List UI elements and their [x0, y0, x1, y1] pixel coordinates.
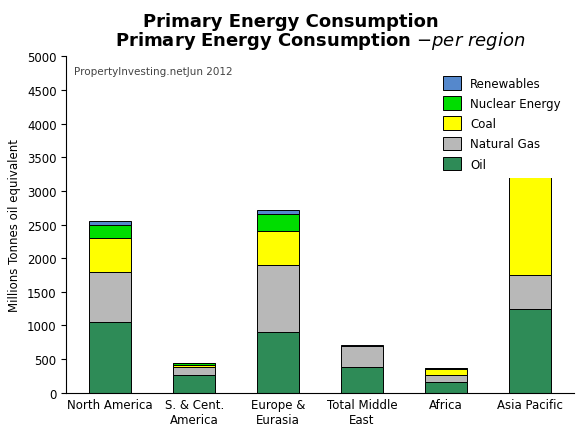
Bar	[173, 375, 215, 393]
Bar	[89, 272, 131, 322]
Text: PropertyInvesting.netJun 2012: PropertyInvesting.netJun 2012	[74, 67, 232, 77]
Bar	[257, 232, 299, 265]
Bar	[89, 225, 131, 238]
Bar	[173, 367, 215, 375]
Bar	[509, 102, 551, 114]
Bar	[173, 363, 215, 365]
Y-axis label: Millions Tonnes oil equivalent: Millions Tonnes oil equivalent	[8, 139, 22, 311]
Bar	[509, 309, 551, 393]
Bar	[341, 347, 383, 367]
Bar	[509, 99, 551, 102]
Bar	[425, 375, 467, 382]
Bar	[257, 332, 299, 393]
Bar	[341, 367, 383, 393]
Bar	[425, 382, 467, 393]
Bar	[257, 214, 299, 232]
Legend: Renewables, Nuclear Energy, Coal, Natural Gas, Oil: Renewables, Nuclear Energy, Coal, Natura…	[436, 70, 568, 178]
Bar	[257, 265, 299, 332]
Bar	[89, 322, 131, 393]
Text: Primary Energy Consumption: Primary Energy Consumption	[143, 13, 439, 31]
Bar	[89, 221, 131, 225]
Bar	[425, 369, 467, 375]
Bar	[89, 238, 131, 272]
Title: $\mathbf{Primary\ Energy\ Consumption}$ $\it{- per\ region}$: $\mathbf{Primary\ Energy\ Consumption}$ …	[115, 30, 525, 52]
Bar	[509, 114, 551, 275]
Bar	[173, 365, 215, 367]
Bar	[257, 210, 299, 214]
Bar	[509, 275, 551, 309]
